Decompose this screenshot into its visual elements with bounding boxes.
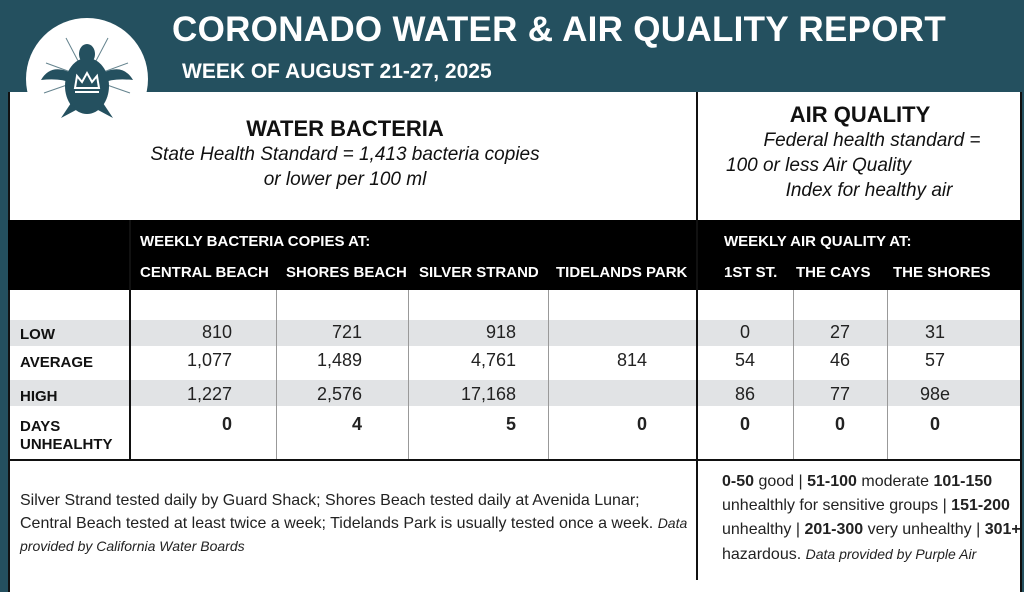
air-cell: 0 bbox=[739, 414, 750, 434]
air-cell: 27 bbox=[829, 322, 851, 342]
divider bbox=[887, 290, 888, 460]
water-note: Silver Strand tested daily by Guard Shac… bbox=[20, 492, 654, 532]
report-title: CORONADO WATER & AIR QUALITY REPORT bbox=[172, 10, 947, 49]
water-cell: 2,576 bbox=[316, 384, 362, 404]
air-section-header: AIR QUALITY Federal health standard = 10… bbox=[698, 102, 1022, 203]
aqi-range-label: unhealthly for sensitive groups | bbox=[722, 497, 952, 514]
air-standard-2: 100 or less Air Quality bbox=[726, 155, 912, 176]
air-cell: 54 bbox=[734, 350, 756, 370]
air-cell: 77 bbox=[829, 384, 851, 404]
col-the-shores: THE SHORES bbox=[893, 264, 991, 281]
air-group-label: WEEKLY AIR QUALITY AT: bbox=[724, 233, 912, 250]
col-shores-beach: SHORES BEACH bbox=[286, 264, 407, 281]
col-silver-strand: SILVER STRAND bbox=[419, 264, 539, 281]
air-heading: AIR QUALITY bbox=[789, 102, 931, 127]
divider bbox=[8, 459, 1022, 461]
water-footnote: Silver Strand tested daily by Guard Shac… bbox=[20, 490, 690, 558]
divider bbox=[276, 290, 277, 460]
col-central-beach: CENTRAL BEACH bbox=[140, 264, 269, 281]
water-group-label: WEEKLY BACTERIA COPIES AT: bbox=[140, 233, 371, 250]
report-week: WEEK OF AUGUST 21-27, 2025 bbox=[182, 60, 492, 83]
aqi-range: 301+ bbox=[984, 521, 1021, 538]
water-cell: 814 bbox=[616, 350, 647, 370]
water-cell: 1,227 bbox=[186, 384, 232, 404]
row-stripe-high bbox=[10, 380, 1020, 406]
water-cell: 5 bbox=[505, 414, 516, 434]
water-cell: 0 bbox=[636, 414, 647, 434]
air-cell: 0 bbox=[739, 322, 750, 342]
aqi-range: 151-200 bbox=[951, 497, 1010, 514]
aqi-range: 0-50 bbox=[722, 473, 755, 490]
aqi-range-label: good | bbox=[754, 473, 808, 490]
col-the-cays: THE CAYS bbox=[796, 264, 871, 281]
aqi-range: 201-300 bbox=[804, 521, 864, 538]
aqi-range-label: unhealthy | bbox=[722, 521, 805, 538]
air-cell: 57 bbox=[924, 350, 946, 370]
water-cell: 0 bbox=[221, 414, 232, 434]
divider bbox=[129, 220, 131, 460]
row-label: HIGH bbox=[20, 388, 58, 406]
air-cell: 0 bbox=[929, 414, 940, 434]
air-cell: 86 bbox=[734, 384, 756, 404]
air-standard-3: Index for healthy air bbox=[785, 180, 953, 201]
row-label-text: HIGH bbox=[20, 388, 58, 405]
air-source: Data provided by Purple Air bbox=[805, 546, 977, 562]
water-heading: WATER BACTERIA bbox=[246, 116, 444, 141]
divider bbox=[696, 92, 698, 580]
aqi-scale: 0-50 good | 51-100 moderate 101-150 unhe… bbox=[722, 470, 1022, 567]
row-stripe-low bbox=[10, 320, 1020, 346]
air-cell: 0 bbox=[834, 414, 845, 434]
air-cell: 31 bbox=[924, 322, 946, 342]
water-cell: 1,077 bbox=[186, 350, 232, 370]
aqi-range: 51-100 bbox=[807, 473, 857, 490]
water-cell: 810 bbox=[201, 322, 232, 342]
water-cell: 4,761 bbox=[470, 350, 516, 370]
row-label-text-2: UNHEALHTY bbox=[20, 436, 113, 453]
water-cell: 918 bbox=[485, 322, 516, 342]
aqi-range-label: moderate bbox=[856, 473, 934, 490]
water-cell: 17,168 bbox=[460, 384, 516, 404]
col-tidelands-park: TIDELANDS PARK bbox=[556, 264, 688, 281]
water-cell: 721 bbox=[331, 322, 362, 342]
water-source: Data provided by California Water Boards bbox=[20, 515, 688, 554]
row-label: DAYS UNHEALHTY bbox=[20, 418, 113, 454]
water-standard-2: or lower per 100 ml bbox=[263, 169, 427, 190]
row-label: LOW bbox=[20, 326, 55, 344]
air-standard: Federal health standard = bbox=[763, 130, 981, 151]
divider bbox=[408, 290, 409, 460]
aqi-range: 101-150 bbox=[933, 473, 993, 490]
air-cell: 46 bbox=[829, 350, 851, 370]
table-header-bar bbox=[8, 220, 1022, 290]
water-standard: State Health Standard = 1,413 bacteria c… bbox=[150, 144, 540, 165]
row-label-text: AVERAGE bbox=[20, 354, 94, 371]
divider bbox=[793, 290, 794, 460]
divider bbox=[548, 290, 549, 460]
turtle-logo-icon bbox=[26, 18, 148, 140]
air-cell: 98e bbox=[919, 384, 951, 404]
water-cell: 1,489 bbox=[316, 350, 362, 370]
aqi-range-label: very unhealthy | bbox=[863, 521, 985, 538]
row-label-text: LOW bbox=[20, 326, 55, 343]
row-label-text: DAYS bbox=[20, 418, 61, 435]
aqi-range-label: hazardous. bbox=[722, 546, 806, 563]
water-cell: 4 bbox=[351, 414, 362, 434]
col-1st-st: 1ST ST. bbox=[724, 264, 778, 281]
water-section-header: WATER BACTERIA State Health Standard = 1… bbox=[130, 116, 560, 192]
row-label: AVERAGE bbox=[20, 354, 93, 372]
